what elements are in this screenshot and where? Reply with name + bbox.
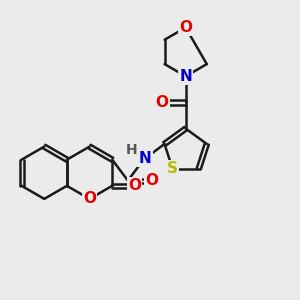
- Text: O: O: [83, 191, 96, 206]
- Text: O: O: [128, 178, 141, 193]
- Text: O: O: [179, 20, 192, 35]
- Text: O: O: [145, 173, 158, 188]
- Text: H: H: [125, 143, 137, 157]
- Text: N: N: [179, 69, 192, 84]
- Text: S: S: [167, 161, 178, 176]
- Text: O: O: [156, 95, 169, 110]
- Text: N: N: [139, 151, 152, 166]
